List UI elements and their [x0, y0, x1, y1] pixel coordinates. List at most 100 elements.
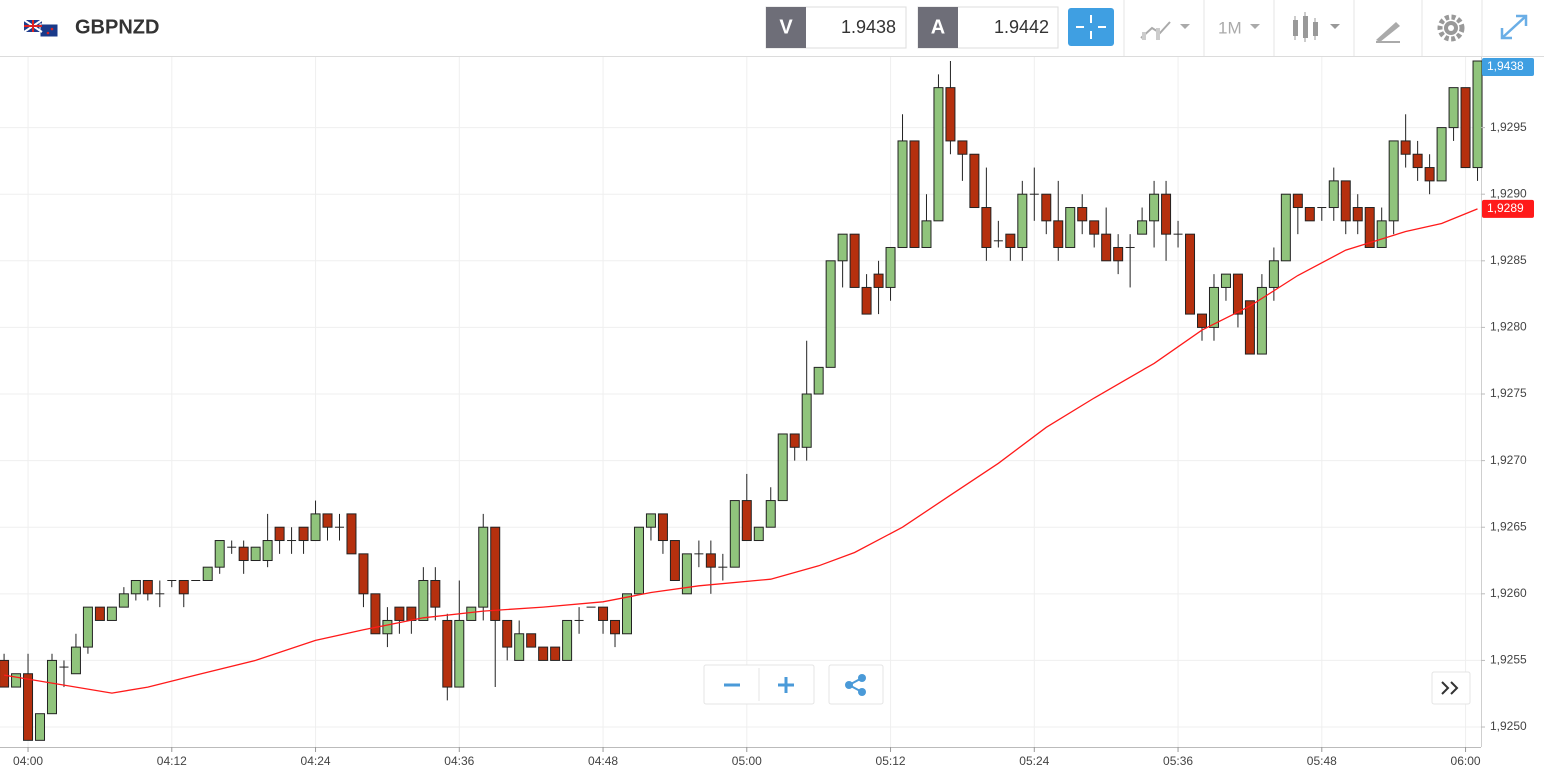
- indicator-button[interactable]: [1140, 21, 1190, 40]
- candle-body: [70, 646, 81, 675]
- candle-body: [945, 87, 956, 142]
- candle-body: [1089, 220, 1100, 235]
- candle-body: [130, 579, 141, 595]
- timeframe-button[interactable]: 1M: [1218, 18, 1260, 37]
- candle-body: [0, 659, 10, 688]
- candle-body: [358, 553, 369, 595]
- crosshair-button[interactable]: [1068, 8, 1114, 46]
- candle-body: [1208, 286, 1219, 328]
- candle-body: [729, 500, 740, 568]
- flag-icon: [23, 19, 59, 38]
- price-tag-bg: [1482, 58, 1534, 76]
- candle-body: [214, 540, 225, 568]
- sell-label: V: [779, 16, 793, 38]
- candle-body: [645, 513, 656, 528]
- scroll-end-button[interactable]: [1431, 671, 1471, 705]
- candle-body: [1328, 180, 1339, 209]
- candle-body: [741, 500, 752, 542]
- fullscreen-button[interactable]: [1500, 14, 1528, 40]
- candle-body: [1113, 246, 1124, 262]
- chart-type-button[interactable]: [1293, 12, 1340, 42]
- candle-body: [1280, 193, 1291, 262]
- candle-body: [1149, 193, 1160, 222]
- candle-body: [490, 526, 501, 621]
- candle-body: [897, 140, 908, 248]
- candle-body: [837, 233, 848, 262]
- candle-body: [250, 546, 261, 562]
- candle-body: [106, 606, 117, 621]
- x-tick-label: 04:24: [301, 754, 331, 768]
- candle-body: [82, 606, 93, 648]
- y-tick-label: 1,9255: [1490, 653, 1527, 667]
- y-tick-label: 1,9260: [1490, 586, 1527, 600]
- candle-body: [346, 513, 357, 555]
- candle-body: [35, 713, 46, 741]
- candle-body: [885, 246, 896, 288]
- candle-body: [1185, 233, 1196, 315]
- candle-body: [274, 526, 285, 542]
- candle-body: [981, 207, 992, 248]
- settings-button[interactable]: [1437, 14, 1465, 42]
- candle-body: [322, 513, 333, 528]
- zoom-controls: [703, 664, 815, 705]
- draw-button[interactable]: [1376, 22, 1400, 43]
- candle-body: [1101, 233, 1112, 262]
- candle-body: [633, 526, 644, 595]
- candle-body: [310, 513, 321, 542]
- candle-body: [1304, 207, 1315, 222]
- candle-body: [1472, 60, 1483, 169]
- symbol: GBPNZD: [75, 16, 159, 38]
- candle-body: [394, 606, 405, 621]
- candle-body: [873, 273, 884, 288]
- candle-body: [418, 579, 429, 621]
- candle-body: [478, 526, 489, 608]
- candle-body: [1244, 300, 1255, 355]
- moving-average: [3, 208, 1478, 694]
- candle-body: [1065, 207, 1076, 248]
- candle-body: [298, 526, 309, 542]
- share-button[interactable]: [828, 664, 884, 705]
- candle-body: [1041, 193, 1052, 222]
- candle-body: [118, 593, 129, 608]
- ma-tag-bg: [1482, 199, 1534, 218]
- sell-label-bg: [766, 7, 806, 48]
- candle-body: [1460, 87, 1471, 169]
- candle-body: [969, 153, 980, 209]
- candle-body: [621, 593, 632, 635]
- candle-body: [861, 286, 872, 315]
- candle-body: [406, 606, 417, 621]
- candle-body: [1400, 140, 1411, 155]
- x-tick-label: 06:00: [1451, 754, 1481, 768]
- candle-body: [1376, 220, 1387, 248]
- x-tick-label: 05:00: [732, 754, 762, 768]
- candle-body: [1197, 313, 1208, 328]
- candle-body: [657, 513, 668, 542]
- candle-body: [610, 619, 621, 635]
- y-tick-label: 1,9290: [1490, 186, 1527, 200]
- candle-body: [466, 606, 477, 621]
- candle-body: [550, 646, 561, 661]
- candle-body: [1161, 193, 1172, 235]
- candle-body: [1268, 260, 1279, 288]
- candle-body: [562, 619, 573, 661]
- candle-body: [957, 140, 968, 155]
- candle-body: [801, 393, 812, 448]
- candle-body: [849, 233, 860, 288]
- buy-label-bg: [918, 7, 958, 48]
- price-tag: 1,9438: [1487, 59, 1524, 73]
- candle-body: [46, 659, 57, 715]
- candle-body: [1053, 220, 1064, 248]
- candle-body: [1005, 233, 1016, 248]
- y-tick-label: 1,9270: [1490, 453, 1527, 467]
- candle-body: [538, 646, 549, 661]
- candle-body: [1077, 207, 1088, 222]
- candle-body: [1448, 87, 1459, 129]
- candle-body: [526, 633, 537, 648]
- zoom-in[interactable]: [778, 677, 794, 693]
- candle-body: [1232, 273, 1243, 315]
- candle-body: [1424, 167, 1435, 182]
- candle-body: [681, 553, 692, 595]
- y-tick-label: 1,9295: [1490, 120, 1527, 134]
- candle-body: [753, 526, 764, 542]
- plot: [0, 60, 1483, 741]
